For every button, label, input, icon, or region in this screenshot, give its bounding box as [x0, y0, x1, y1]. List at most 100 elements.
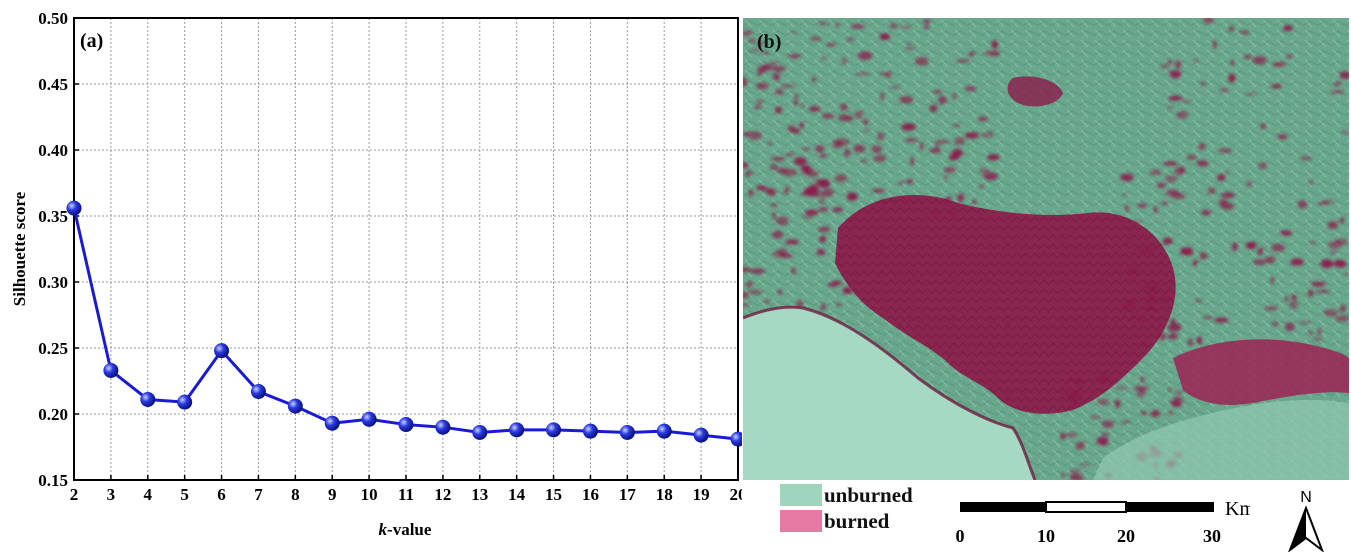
burn-speck	[1193, 260, 1198, 267]
legend-label-unburned: unburned	[824, 483, 913, 508]
burn-speck	[1334, 239, 1348, 245]
legend-label-burned: burned	[824, 509, 889, 534]
burn-speck	[1298, 200, 1308, 209]
burn-speck	[1097, 399, 1109, 406]
burn-speck	[838, 114, 853, 121]
burn-speck	[773, 73, 780, 81]
data-point-k13	[472, 425, 487, 440]
data-point-k9	[325, 416, 340, 431]
burn-speck	[972, 200, 976, 205]
burn-speck	[1168, 388, 1172, 391]
burn-speck	[1264, 307, 1278, 310]
burn-speck	[776, 217, 789, 226]
burn-speck	[1240, 30, 1250, 34]
burn-speck	[832, 207, 843, 212]
burn-speck	[1200, 82, 1206, 85]
burn-speck	[844, 149, 850, 158]
burn-speck	[846, 37, 854, 41]
burn-speck	[1123, 194, 1127, 197]
burn-speck	[1327, 221, 1338, 229]
scale-tick-10: 10	[1037, 526, 1055, 546]
y-tick-label: 0.20	[38, 405, 68, 424]
x-tick-label: 9	[328, 485, 337, 504]
burn-speck	[1151, 410, 1160, 417]
burn-speck	[1203, 316, 1213, 319]
grid-lines	[74, 18, 738, 480]
burn-speck	[1102, 420, 1115, 428]
burn-speck	[1245, 93, 1257, 96]
burn-speck	[863, 119, 868, 125]
burn-speck	[754, 106, 761, 109]
data-point-k12	[435, 420, 450, 435]
burn-speck	[979, 168, 989, 173]
burn-speck	[769, 61, 777, 65]
burn-speck	[871, 189, 886, 193]
burn-speck	[1165, 175, 1176, 182]
burn-speck	[1340, 305, 1346, 312]
burn-speck	[901, 123, 916, 130]
burn-speck	[1169, 96, 1183, 101]
burn-speck	[984, 173, 998, 181]
burn-speck	[750, 269, 765, 274]
x-tick-label: 19	[693, 485, 710, 504]
burn-speck	[835, 304, 841, 307]
y-axis-ticks: 0.15 0.20 0.25 0.30 0.35 0.40 0.45 0.50	[38, 9, 79, 490]
burn-speck	[1166, 190, 1180, 197]
burn-speck	[855, 73, 870, 75]
burn-speck	[992, 40, 998, 49]
scale-segment-20-30	[1126, 502, 1214, 512]
x-tick-label: 20	[730, 485, 743, 504]
burn-speck	[854, 145, 866, 153]
burn-speck	[1324, 309, 1338, 316]
data-point-k5	[177, 395, 192, 410]
burn-speck	[835, 175, 848, 183]
y-tick-label: 0.15	[38, 471, 68, 490]
x-tick-label: 17	[619, 485, 637, 504]
burn-speck	[1163, 162, 1177, 166]
burn-speck	[1096, 437, 1108, 446]
burn-speck	[818, 200, 824, 204]
burn-speck	[819, 207, 829, 211]
burn-speck	[1090, 416, 1100, 418]
burn-speck	[954, 137, 965, 146]
burn-speck	[764, 188, 773, 191]
burn-speck	[1334, 82, 1341, 86]
burn-speck	[1168, 411, 1173, 416]
burn-speck	[765, 300, 769, 303]
burn-speck	[1161, 202, 1168, 205]
y-tick-label: 0.30	[38, 273, 68, 292]
scale-tick-30: 30	[1203, 526, 1221, 546]
burn-speck	[1168, 59, 1172, 65]
burn-speck	[816, 249, 825, 256]
burn-speck	[987, 154, 1000, 160]
burn-speck	[1308, 331, 1312, 337]
x-tick-label: 8	[291, 485, 300, 504]
burn-speck	[1272, 62, 1286, 66]
burn-speck	[812, 77, 817, 81]
burn-speck	[1226, 171, 1230, 174]
burn-speck	[1309, 181, 1313, 184]
burn-speck	[1168, 323, 1182, 332]
burn-speck	[861, 159, 868, 163]
x-tick-label: 11	[398, 485, 414, 504]
burn-speck	[1218, 148, 1232, 153]
burn-speck	[1193, 59, 1198, 61]
burn-speck	[906, 179, 913, 183]
burn-speck	[1272, 84, 1282, 87]
burn-speck	[1067, 433, 1077, 437]
burn-speck	[1318, 202, 1329, 204]
x-tick-label: 5	[180, 485, 189, 504]
burn-speck	[885, 72, 891, 78]
y-tick-label: 0.45	[38, 75, 68, 94]
burn-speck	[801, 104, 804, 108]
burn-speck	[851, 24, 865, 29]
burn-speck	[965, 132, 979, 138]
panel-label-b: (b)	[757, 31, 781, 53]
burn-speck	[855, 110, 864, 118]
burn-speck	[756, 100, 764, 104]
data-point-k16	[583, 424, 598, 439]
burn-speck	[1175, 65, 1180, 69]
burn-speck	[1221, 203, 1234, 210]
burn-speck	[784, 191, 787, 194]
burn-speck	[900, 26, 911, 29]
